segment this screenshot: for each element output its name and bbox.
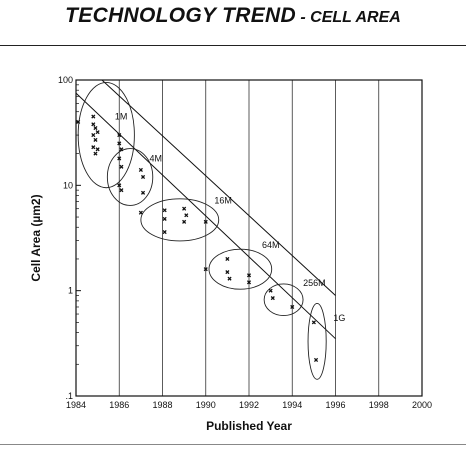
group-ellipse-64m xyxy=(208,248,273,290)
data-point xyxy=(184,213,189,218)
x-tick-label: 1994 xyxy=(282,400,302,410)
footer-rule xyxy=(0,444,466,445)
slide-title: TECHNOLOGY TREND - CELL AREA xyxy=(0,4,466,28)
data-point xyxy=(119,164,124,169)
vertical-grid xyxy=(118,80,380,396)
data-point xyxy=(117,141,122,146)
data-point xyxy=(93,151,98,156)
data-point xyxy=(140,190,146,195)
data-point xyxy=(95,130,100,135)
x-axis-title: Published Year xyxy=(206,419,292,433)
x-tick-label: 1988 xyxy=(152,400,172,410)
x-tick-label: 1998 xyxy=(369,400,389,410)
x-tick-label: 1990 xyxy=(196,400,216,410)
data-point xyxy=(93,137,98,142)
group-ellipse-16m xyxy=(140,198,220,242)
data-point xyxy=(117,133,122,138)
data-point xyxy=(311,320,316,325)
generation-label-4m: 4M xyxy=(150,153,163,163)
group-ellipse-256m xyxy=(263,283,304,316)
x-tick-label: 1996 xyxy=(325,400,345,410)
trend-lines xyxy=(75,79,336,340)
data-point xyxy=(93,125,98,131)
data-point xyxy=(117,156,122,161)
generation-label-64m: 64M xyxy=(262,240,280,250)
generation-groups xyxy=(77,81,327,380)
data-point xyxy=(95,147,100,152)
data-point xyxy=(246,280,252,285)
x-tick-label: 2000 xyxy=(412,400,432,410)
x-tick-label: 1984 xyxy=(66,400,86,410)
x-axis-ticks: 1984 1986 1988 1990 1992 1994 1996 1998 2000 xyxy=(66,400,432,410)
data-point xyxy=(119,188,124,193)
data-point xyxy=(91,114,96,119)
trend-line-1 xyxy=(75,92,336,340)
y-tick-label: .1 xyxy=(65,391,73,401)
y-tick-label: 10 xyxy=(63,180,73,190)
group-ellipse-1g xyxy=(307,303,327,380)
data-point xyxy=(182,206,187,211)
y-tick-label: 1 xyxy=(68,286,73,296)
data-point xyxy=(162,216,167,221)
data-point xyxy=(91,145,96,150)
group-ellipse-1m xyxy=(77,81,135,189)
data-point xyxy=(162,208,167,213)
data-point xyxy=(138,210,143,215)
y-axis-title: Cell Area (µm2) xyxy=(29,194,43,281)
data-points xyxy=(76,114,319,362)
title-main: TECHNOLOGY TREND xyxy=(65,4,296,27)
generation-label-1g: 1G xyxy=(333,313,345,323)
y-tick-label: 100 xyxy=(58,75,73,85)
data-point xyxy=(119,147,124,152)
data-point xyxy=(117,183,122,188)
title-sub: CELL AREA xyxy=(310,9,401,26)
data-point xyxy=(91,122,96,127)
data-point xyxy=(227,276,232,281)
data-point xyxy=(162,230,167,235)
data-point xyxy=(203,267,208,272)
data-point xyxy=(313,357,319,362)
generation-label-256m: 256M xyxy=(303,278,326,288)
title-separator: - xyxy=(295,9,311,26)
data-point xyxy=(290,304,295,310)
generation-label-16m: 16M xyxy=(214,195,232,205)
data-point xyxy=(91,133,96,138)
x-tick-label: 1992 xyxy=(239,400,259,410)
data-point xyxy=(268,288,273,293)
plot-frame xyxy=(75,79,423,397)
group-ellipse-4m xyxy=(106,148,154,206)
data-point xyxy=(225,270,230,275)
data-point xyxy=(138,167,143,173)
data-point xyxy=(246,273,252,278)
generation-labels: 1M 4M 16M 64M 256M 1G xyxy=(115,112,345,323)
data-point xyxy=(140,174,146,180)
x-tick-label: 1986 xyxy=(109,400,129,410)
data-point xyxy=(270,296,275,301)
y-axis-ticks: .1 1 10 100 xyxy=(58,75,81,401)
generation-label-1m: 1M xyxy=(115,112,128,122)
trend-line-2 xyxy=(101,79,336,296)
title-rule xyxy=(0,45,466,46)
data-point xyxy=(225,256,230,262)
data-point xyxy=(203,219,208,224)
data-point xyxy=(182,219,187,224)
